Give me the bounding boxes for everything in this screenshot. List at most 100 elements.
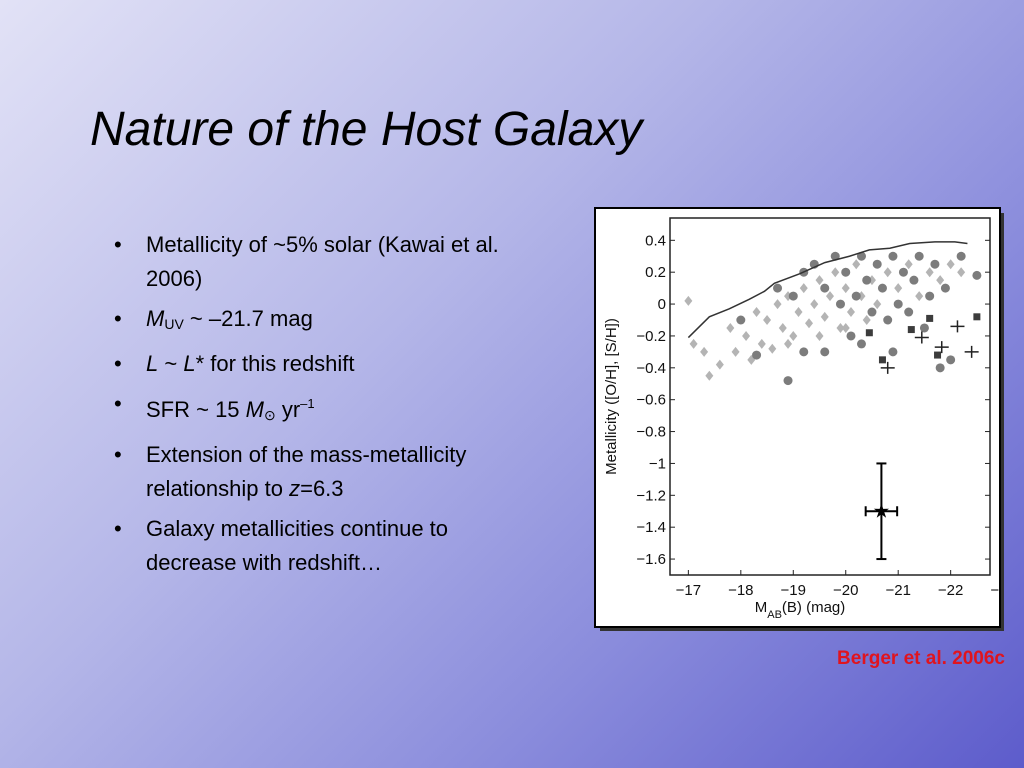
bullet: Extension of the mass-metallicity relati… bbox=[108, 438, 511, 506]
bullet: SFR ~ 15 M⊙ yr–1 bbox=[108, 387, 511, 432]
text-run: M bbox=[755, 599, 768, 616]
diamond-point bbox=[841, 322, 850, 333]
circle-point bbox=[820, 347, 830, 357]
diamond-point bbox=[784, 338, 793, 349]
diamond-point bbox=[883, 267, 892, 278]
y-tick-label: −0.4 bbox=[636, 360, 666, 377]
circle-point bbox=[904, 307, 914, 317]
text-run: M bbox=[245, 397, 264, 422]
diamond-point bbox=[904, 259, 913, 270]
text-run: UV bbox=[164, 316, 184, 332]
diamond-point bbox=[684, 295, 693, 306]
circle-point bbox=[736, 315, 746, 325]
square-point bbox=[907, 326, 915, 334]
figure-frame bbox=[594, 207, 1001, 628]
circle-point bbox=[946, 355, 956, 365]
text-run: Metallicity of ~5% solar (Kawai et al. 2… bbox=[146, 232, 499, 291]
circle-point bbox=[935, 363, 945, 373]
circle-point bbox=[788, 291, 798, 301]
plus-point bbox=[880, 361, 895, 374]
text-run: z bbox=[289, 476, 301, 501]
bullet: MUV ~ –21.7 mag bbox=[108, 302, 511, 341]
diamond-point bbox=[763, 315, 772, 325]
diamond-point bbox=[841, 283, 850, 294]
diamond-point bbox=[726, 322, 735, 333]
circle-point bbox=[830, 251, 840, 261]
diamond-point bbox=[778, 322, 787, 333]
diamond-point bbox=[915, 291, 924, 302]
circle-point bbox=[883, 315, 893, 325]
circle-point bbox=[820, 283, 830, 293]
diamond-point bbox=[799, 283, 808, 294]
circle-point bbox=[752, 350, 762, 360]
plot: 0.4 0.2 0 −0.2 −0.4 −0.6 −0.8 −1 −1.2 −1.4 −1.6 −17… bbox=[603, 217, 1015, 621]
circle-point bbox=[925, 291, 935, 301]
plus-point bbox=[934, 341, 949, 354]
diamond-point bbox=[705, 370, 714, 381]
circle-point bbox=[846, 331, 856, 341]
y-tick-label: −1 bbox=[649, 455, 666, 472]
circle-point bbox=[783, 376, 793, 386]
bullet: Galaxy metallicities continue to decreas… bbox=[108, 512, 511, 580]
text-run: =6.3 bbox=[300, 476, 344, 501]
y-axis-label: Metallicity ([O/H], [S/H]) bbox=[603, 318, 620, 475]
diamond-point bbox=[815, 330, 824, 341]
square-point bbox=[865, 329, 873, 337]
text-run: ~ –21.7 mag bbox=[183, 306, 313, 331]
circle-point bbox=[919, 323, 929, 333]
diamond-point bbox=[836, 322, 845, 333]
y-tick-label: −0.8 bbox=[636, 424, 666, 441]
circle-point bbox=[799, 347, 809, 357]
square-point bbox=[973, 313, 981, 321]
text-run: L bbox=[183, 351, 196, 376]
diamond-point bbox=[815, 275, 824, 286]
circle-point bbox=[841, 267, 851, 277]
x-tick-label: −18 bbox=[728, 582, 753, 599]
text-run: ⊙ bbox=[263, 407, 276, 423]
slide-title: Nature of the Host Galaxy bbox=[90, 103, 643, 156]
text-run: AB bbox=[767, 609, 782, 621]
circle-point bbox=[867, 307, 877, 317]
x-tick-label: −23 bbox=[990, 582, 1015, 599]
y-tick-label: 0.2 bbox=[645, 264, 666, 281]
diamond-point bbox=[700, 346, 709, 357]
text-run: yr bbox=[275, 397, 301, 422]
circle-point bbox=[972, 270, 982, 280]
curve bbox=[687, 241, 968, 339]
circle-point bbox=[956, 251, 966, 261]
diamond-point bbox=[957, 267, 966, 278]
diamond-point bbox=[862, 315, 871, 325]
diamond-point bbox=[826, 291, 834, 302]
x-tick-label: −21 bbox=[885, 582, 910, 599]
circle-point bbox=[930, 259, 940, 269]
plus-point bbox=[964, 345, 979, 358]
diamond-point bbox=[810, 299, 819, 310]
diamond-point bbox=[936, 275, 945, 286]
text-run: –1 bbox=[300, 396, 315, 411]
circle-point bbox=[888, 251, 898, 261]
y-tick-label: −0.6 bbox=[636, 392, 666, 409]
circle-point bbox=[856, 251, 866, 261]
y-tick-label: −1.6 bbox=[636, 551, 666, 568]
text-run: L bbox=[146, 351, 159, 376]
text-run: * for this redshift bbox=[195, 351, 355, 376]
diamond-point bbox=[805, 318, 814, 329]
text-run: Extension of the mass-metallicity relati… bbox=[146, 442, 467, 501]
circle-point bbox=[940, 283, 950, 293]
diamond-point bbox=[925, 267, 934, 278]
x-tick-label: −17 bbox=[676, 582, 701, 599]
circle-point bbox=[877, 283, 887, 293]
text-run: Galaxy metallicities continue to decreas… bbox=[146, 516, 449, 575]
x-axis-label: MAB(B) (mag) bbox=[755, 599, 846, 621]
plus-point bbox=[950, 320, 965, 333]
text-run: ~ bbox=[158, 351, 184, 376]
bullet-list: Metallicity of ~5% solar (Kawai et al. 2… bbox=[108, 228, 508, 586]
plot-frame bbox=[669, 217, 991, 576]
diamond-point bbox=[731, 346, 740, 357]
x-tick-label: −20 bbox=[833, 582, 858, 599]
diamond-point bbox=[752, 307, 761, 318]
text-run: SFR ~ 15 bbox=[146, 397, 246, 422]
diamond-point bbox=[820, 311, 829, 322]
x-tick-label: −19 bbox=[781, 582, 806, 599]
